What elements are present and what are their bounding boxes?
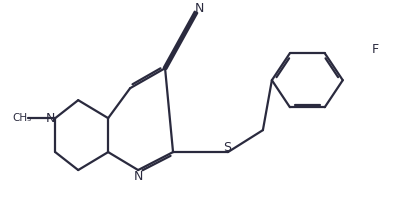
Text: S: S (223, 141, 231, 154)
Text: N: N (194, 2, 204, 15)
Text: N: N (133, 170, 143, 183)
Text: F: F (372, 43, 379, 56)
Text: N: N (45, 112, 55, 125)
Text: CH₃: CH₃ (13, 113, 32, 123)
